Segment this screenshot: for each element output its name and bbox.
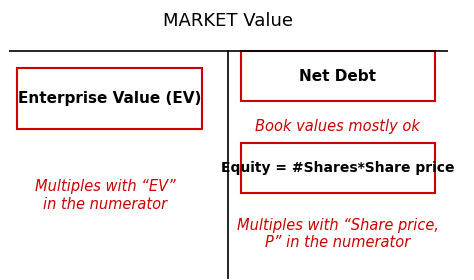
Text: Equity = #Shares*Share price: Equity = #Shares*Share price (221, 161, 455, 175)
Text: Net Debt: Net Debt (300, 69, 376, 84)
Text: Book values mostly ok: Book values mostly ok (255, 119, 420, 134)
Text: Multiples with “EV”
in the numerator: Multiples with “EV” in the numerator (35, 179, 175, 212)
FancyBboxPatch shape (241, 51, 435, 101)
Text: Enterprise Value (EV): Enterprise Value (EV) (18, 91, 201, 106)
FancyBboxPatch shape (241, 143, 435, 193)
Text: MARKET Value: MARKET Value (163, 12, 293, 30)
Text: Multiples with “Share price,
P” in the numerator: Multiples with “Share price, P” in the n… (237, 218, 439, 250)
FancyBboxPatch shape (18, 68, 202, 129)
